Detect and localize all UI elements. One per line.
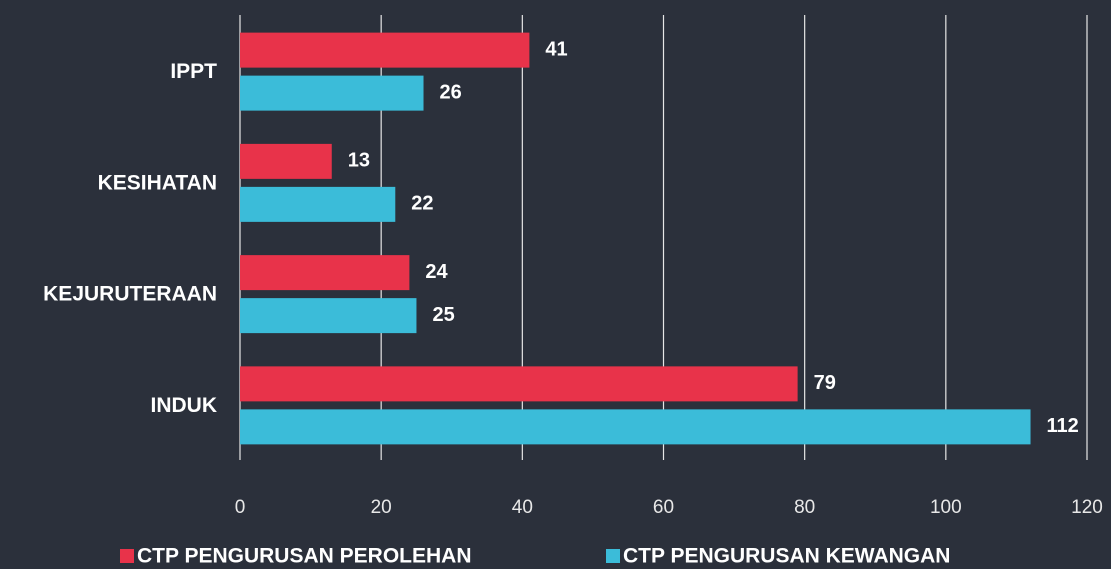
data-label: 13 [348,150,370,172]
x-tick-label: 40 [512,497,533,518]
y-tick-label: KESIHATAN [98,171,217,194]
bar [240,255,410,291]
bar [240,186,396,222]
legend-swatch [606,549,620,563]
x-tick-label: 0 [235,497,246,518]
data-label: 22 [411,193,433,215]
x-tick-label: 100 [930,497,962,518]
data-label: 24 [425,261,448,283]
data-label: 41 [545,38,567,60]
x-tick-label: 20 [371,497,392,518]
y-tick-label: KEJURUTERAAN [43,283,217,306]
data-label: 79 [814,372,836,394]
bar [240,298,417,334]
legend-label: CTP PENGURUSAN KEWANGAN [623,545,950,568]
bar [240,409,1031,445]
x-tick-label: 120 [1071,497,1103,518]
data-label: 26 [440,81,462,103]
data-label: 112 [1047,415,1079,437]
bar [240,366,798,402]
y-tick-label: INDUK [151,394,218,417]
bar [240,75,424,111]
legend-label: CTP PENGURUSAN PEROLEHAN [137,545,471,568]
y-tick-label: IPPT [170,60,217,83]
bar [240,143,332,179]
data-label: 25 [432,304,454,326]
x-tick-label: 80 [794,497,815,518]
bar [240,32,530,68]
x-tick-label: 60 [653,497,674,518]
legend-swatch [120,549,134,563]
